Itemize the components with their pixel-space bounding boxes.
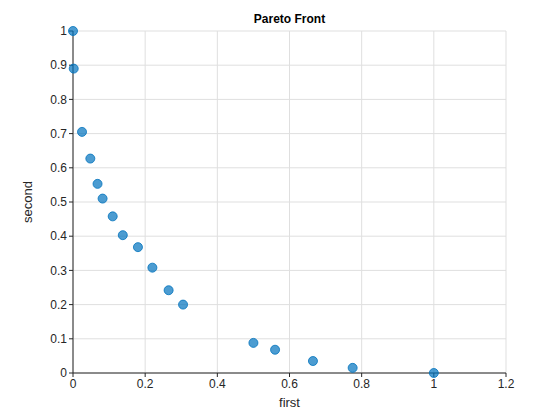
svg-text:0.4: 0.4 <box>209 377 226 391</box>
svg-text:0.5: 0.5 <box>50 195 67 209</box>
svg-text:0.8: 0.8 <box>50 93 67 107</box>
svg-text:1: 1 <box>60 24 67 38</box>
svg-text:0: 0 <box>60 366 67 380</box>
svg-text:0.6: 0.6 <box>50 161 67 175</box>
svg-text:1.2: 1.2 <box>498 377 515 391</box>
html-text:Pareto Front: Pareto Front <box>253 12 326 26</box>
svg-text:0.1: 0.1 <box>50 332 67 346</box>
svg-text:0.2: 0.2 <box>137 377 154 391</box>
svg-text:0: 0 <box>70 377 77 391</box>
svg-text:0.8: 0.8 <box>353 377 370 391</box>
svg-text:1: 1 <box>430 377 437 391</box>
svg-text:0.7: 0.7 <box>50 127 67 141</box>
svg-text:0.6: 0.6 <box>281 377 298 391</box>
svg-text:0.4: 0.4 <box>50 229 67 243</box>
svg-text:0.2: 0.2 <box>50 298 67 312</box>
svg-text:first: first <box>279 395 300 410</box>
svg-text:0.9: 0.9 <box>50 58 67 72</box>
svg-text:0.3: 0.3 <box>50 264 67 278</box>
svg-text:second: second <box>20 181 35 223</box>
